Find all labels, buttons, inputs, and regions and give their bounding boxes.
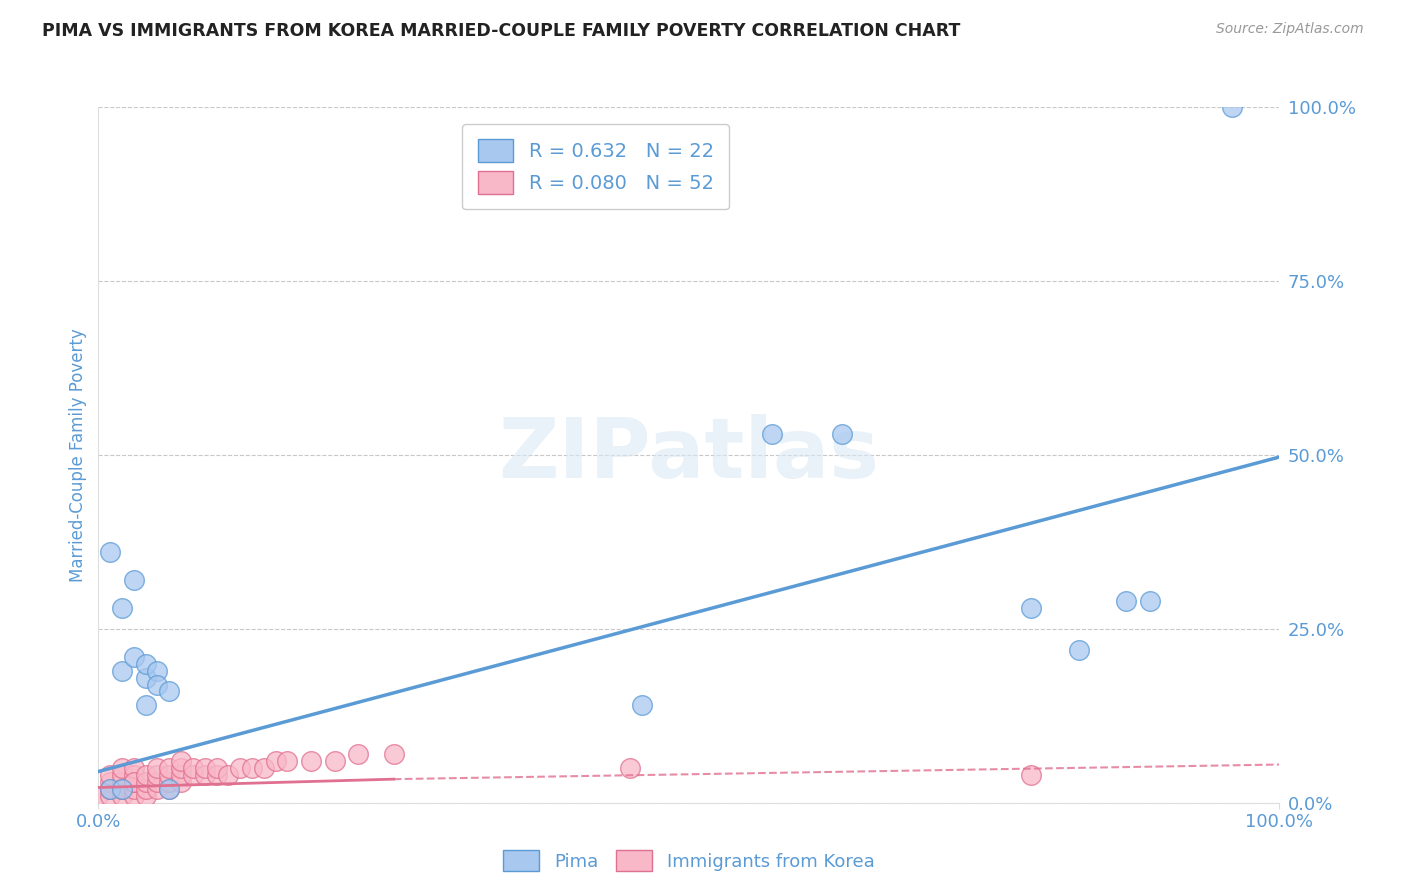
Point bbox=[146, 664, 169, 678]
Point bbox=[181, 768, 204, 782]
Point bbox=[1021, 601, 1043, 615]
Point bbox=[111, 781, 134, 796]
Point bbox=[122, 775, 145, 789]
Point bbox=[1139, 594, 1161, 608]
Point bbox=[619, 761, 641, 775]
Point bbox=[122, 649, 145, 664]
Point bbox=[111, 664, 134, 678]
Point bbox=[205, 768, 228, 782]
Point bbox=[217, 768, 239, 782]
Point bbox=[111, 789, 134, 803]
Point bbox=[135, 775, 157, 789]
Point bbox=[98, 781, 121, 796]
Point bbox=[1021, 768, 1043, 782]
Point bbox=[157, 781, 180, 796]
Point bbox=[135, 768, 157, 782]
Point bbox=[157, 768, 180, 782]
Point bbox=[181, 761, 204, 775]
Text: PIMA VS IMMIGRANTS FROM KOREA MARRIED-COUPLE FAMILY POVERTY CORRELATION CHART: PIMA VS IMMIGRANTS FROM KOREA MARRIED-CO… bbox=[42, 22, 960, 40]
Point bbox=[194, 768, 217, 782]
Point bbox=[122, 775, 145, 789]
Y-axis label: Married-Couple Family Poverty: Married-Couple Family Poverty bbox=[69, 328, 87, 582]
Point bbox=[146, 768, 169, 782]
Point bbox=[111, 601, 134, 615]
Point bbox=[135, 781, 157, 796]
Point bbox=[170, 754, 193, 768]
Point bbox=[98, 775, 121, 789]
Legend: R = 0.632   N = 22, R = 0.080   N = 52: R = 0.632 N = 22, R = 0.080 N = 52 bbox=[463, 124, 730, 210]
Point bbox=[135, 671, 157, 685]
Point bbox=[347, 747, 370, 761]
Point bbox=[240, 761, 263, 775]
Point bbox=[229, 761, 252, 775]
Point bbox=[205, 761, 228, 775]
Point bbox=[157, 781, 180, 796]
Point bbox=[111, 761, 134, 775]
Point bbox=[1220, 100, 1243, 114]
Point bbox=[122, 768, 145, 782]
Point bbox=[122, 573, 145, 587]
Point bbox=[630, 698, 652, 713]
Point bbox=[122, 789, 145, 803]
Text: Source: ZipAtlas.com: Source: ZipAtlas.com bbox=[1216, 22, 1364, 37]
Point bbox=[135, 789, 157, 803]
Point bbox=[157, 761, 180, 775]
Point bbox=[157, 684, 180, 698]
Point bbox=[98, 789, 121, 803]
Point bbox=[111, 781, 134, 796]
Point bbox=[194, 761, 217, 775]
Point bbox=[276, 754, 298, 768]
Point bbox=[87, 789, 110, 803]
Point bbox=[111, 775, 134, 789]
Point bbox=[170, 775, 193, 789]
Point bbox=[111, 768, 134, 782]
Point bbox=[253, 761, 276, 775]
Point bbox=[98, 768, 121, 782]
Point bbox=[98, 781, 121, 796]
Legend: Pima, Immigrants from Korea: Pima, Immigrants from Korea bbox=[496, 843, 882, 879]
Point bbox=[382, 747, 405, 761]
Point bbox=[146, 775, 169, 789]
Point bbox=[146, 781, 169, 796]
Point bbox=[264, 754, 287, 768]
Point bbox=[323, 754, 346, 768]
Point bbox=[111, 781, 134, 796]
Point bbox=[122, 761, 145, 775]
Point bbox=[98, 781, 121, 796]
Point bbox=[146, 677, 169, 691]
Point bbox=[170, 768, 193, 782]
Point bbox=[1115, 594, 1137, 608]
Point bbox=[831, 427, 853, 442]
Point bbox=[299, 754, 322, 768]
Text: ZIPatlas: ZIPatlas bbox=[499, 415, 879, 495]
Point bbox=[122, 781, 145, 796]
Point bbox=[98, 545, 121, 559]
Point bbox=[170, 761, 193, 775]
Point bbox=[157, 775, 180, 789]
Point bbox=[135, 657, 157, 671]
Point bbox=[761, 427, 783, 442]
Point bbox=[1067, 642, 1090, 657]
Point bbox=[135, 698, 157, 713]
Point bbox=[146, 761, 169, 775]
